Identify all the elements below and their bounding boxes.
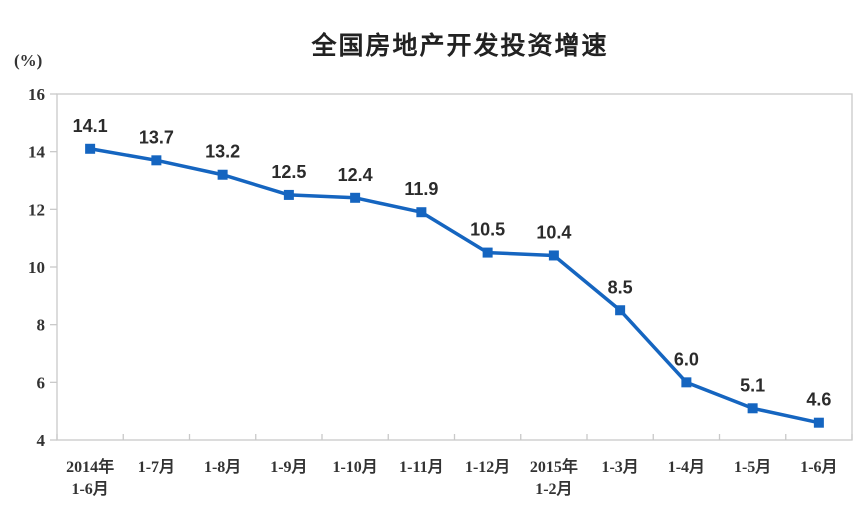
data-point-label: 10.5 [470,220,505,240]
x-axis-tick-label: 1-7月 [138,458,175,476]
data-point-label: 8.5 [608,277,633,297]
data-point-label: 13.7 [139,127,174,147]
data-point-marker [416,207,427,218]
data-point-label: 12.5 [271,162,306,182]
x-axis-tick-label: 1-8月 [204,458,241,476]
x-axis-tick-label: 1-11月 [399,458,443,476]
y-axis-tick-label: 6 [37,373,46,392]
x-axis-tick-label: 2014年 1-6月 [66,457,114,498]
trend-line [88,147,821,425]
data-point-label: 12.4 [338,165,373,185]
data-point-marker [681,377,692,388]
plot-border [56,93,853,441]
data-point-label: 13.2 [205,142,240,162]
x-axis-tick-label: 1-4月 [668,458,705,476]
data-point-marker [85,143,96,154]
data-point-marker [615,305,626,316]
x-axis-tick-label: 2015年 1-2月 [530,457,578,498]
chart-title: 全国房地产开发投资增速 [311,32,609,60]
data-point-marker [151,155,162,166]
data-point-label: 6.0 [674,349,699,369]
data-point-marker [350,192,361,203]
x-axis-tick-label: 1-5月 [734,458,771,476]
data-point-marker [217,169,228,180]
y-axis-tick-label: 10 [28,258,45,277]
x-axis-tick-label: 1-3月 [601,458,638,476]
y-axis-tick-label: 12 [28,200,45,219]
x-axis-tick-label: 1-9月 [270,458,307,476]
x-axis-tick-label: 1-10月 [332,458,377,476]
y-axis-tick-label: 8 [37,316,46,335]
data-point-marker [283,189,294,200]
data-point-marker [747,403,758,414]
data-point-label: 5.1 [740,375,765,395]
y-axis-tick-label: 4 [37,431,46,450]
y-axis-tick-label: 14 [28,143,46,162]
y-axis-tick-label: 16 [28,85,45,104]
data-point-marker [813,417,824,428]
data-point-marker [548,250,559,261]
y-axis-unit-label: (%) [14,51,43,70]
data-point-label: 10.4 [536,222,571,242]
data-point-marker [482,247,493,258]
data-point-label: 4.6 [806,390,831,410]
x-axis-tick-label: 1-6月 [800,458,837,476]
x-axis-tick-label: 1-12月 [465,458,510,476]
data-point-label: 14.1 [73,116,108,136]
data-point-label: 11.9 [404,179,438,199]
